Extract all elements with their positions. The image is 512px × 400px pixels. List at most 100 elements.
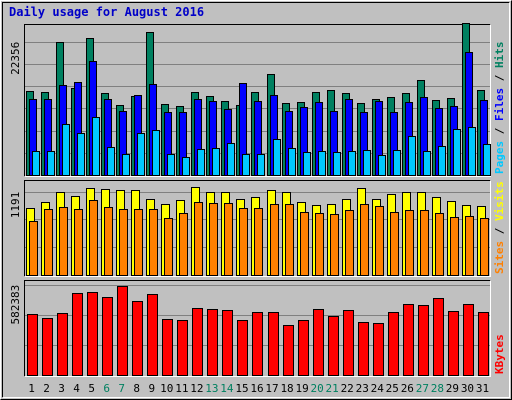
- bar-kbytes-day-3: [57, 313, 68, 376]
- x-tick-label-day-22: 22: [341, 382, 354, 395]
- bar-pages-day-29: [453, 129, 461, 176]
- bar-kbytes-day-2: [42, 318, 53, 376]
- bar-pages-day-4: [77, 133, 85, 176]
- bar-pages-day-7: [122, 154, 130, 176]
- plot-border-light: [24, 24, 491, 177]
- bar-pages-day-16: [257, 154, 265, 176]
- bar-kbytes-day-17: [268, 312, 279, 376]
- bar-kbytes-day-5: [87, 292, 98, 376]
- bar-pages-day-18: [288, 148, 296, 176]
- bar-sites-day-15: [239, 208, 248, 276]
- bar-pages-day-25: [393, 150, 401, 176]
- bar-pages-day-23: [363, 150, 371, 176]
- legend: KBytes: [493, 334, 506, 374]
- bar-pages-day-24: [378, 155, 386, 176]
- bar-kbytes-day-6: [102, 297, 113, 376]
- bar-sites-day-27: [420, 210, 429, 276]
- x-tick-label-day-23: 23: [356, 382, 369, 395]
- x-tick-label-day-31: 31: [476, 382, 489, 395]
- panel-kbytes: 582383 KBytes: [9, 280, 506, 377]
- bar-kbytes-day-27: [418, 305, 429, 376]
- x-tick-label-day-14: 14: [220, 382, 234, 395]
- bar-kbytes-day-21: [328, 316, 339, 376]
- bar-sites-day-26: [405, 210, 414, 276]
- x-tick-label-day-24: 24: [371, 382, 385, 395]
- bar-pages-day-15: [242, 154, 250, 176]
- x-tick-label-day-16: 16: [250, 382, 263, 395]
- legend-files: Files: [493, 88, 506, 121]
- x-tick-label-day-1: 1: [28, 382, 35, 395]
- panel-visits-sites: 1191 Sites / Visits: [9, 180, 506, 277]
- bar-pages-day-14: [227, 143, 235, 176]
- bar-sites-day-11: [179, 213, 188, 276]
- bar-kbytes-day-28: [433, 298, 444, 376]
- bar-pages-day-17: [273, 139, 281, 176]
- plot-border-light: [24, 180, 491, 277]
- x-tick-label-day-11: 11: [175, 382, 188, 395]
- legend-separator: /: [493, 121, 506, 141]
- plot-border-dark: [24, 180, 491, 277]
- bar-kbytes-day-4: [72, 293, 83, 376]
- legend-pages: Pages: [493, 141, 506, 174]
- bar-kbytes-day-24: [373, 323, 384, 376]
- bar-sites-day-30: [465, 216, 474, 276]
- bar-kbytes-day-22: [343, 310, 354, 376]
- bar-pages-day-3: [62, 124, 70, 176]
- x-tick-label-day-25: 25: [386, 382, 399, 395]
- bar-pages-day-26: [408, 136, 416, 176]
- bar-pages-day-8: [137, 133, 145, 176]
- legend: Sites / Visits: [493, 181, 506, 274]
- bar-kbytes-day-13: [207, 309, 218, 376]
- bar-sites-day-16: [254, 208, 263, 276]
- bar-pages-day-28: [438, 146, 446, 176]
- bar-kbytes-day-25: [388, 312, 399, 376]
- bar-sites-day-13: [209, 203, 218, 276]
- x-tick-label-day-5: 5: [88, 382, 95, 395]
- bar-sites-day-20: [315, 213, 324, 276]
- bar-kbytes-day-12: [192, 308, 203, 376]
- bar-pages-day-30: [468, 127, 476, 176]
- bar-pages-day-21: [333, 152, 341, 176]
- bar-pages-day-2: [47, 151, 55, 176]
- bar-sites-day-22: [345, 210, 354, 276]
- legend: Pages / Files / Hits: [493, 42, 506, 175]
- legend-hits: Hits: [493, 42, 506, 69]
- x-tick-label-day-8: 8: [133, 382, 140, 395]
- bar-kbytes-day-8: [132, 301, 143, 376]
- chart-title: Daily usage for August 2016: [9, 5, 205, 19]
- x-tick-label-day-29: 29: [446, 382, 459, 395]
- bar-sites-day-31: [480, 218, 489, 276]
- bar-kbytes-day-16: [252, 312, 263, 376]
- legend-separator: /: [493, 221, 506, 241]
- y-tick-label: 582383: [9, 285, 22, 325]
- x-tick-label-day-30: 30: [461, 382, 474, 395]
- bar-kbytes-day-14: [222, 310, 233, 376]
- plot-border-dark: [24, 280, 491, 377]
- bar-sites-day-29: [450, 217, 459, 276]
- x-tick-label-day-27: 27: [416, 382, 429, 395]
- x-tick-label-day-19: 19: [295, 382, 308, 395]
- bar-pages-day-20: [318, 151, 326, 176]
- x-tick-label-day-20: 20: [311, 382, 324, 395]
- x-tick-label-day-18: 18: [280, 382, 293, 395]
- bar-sites-day-21: [330, 214, 339, 276]
- x-tick-label-day-4: 4: [73, 382, 80, 395]
- bar-sites-day-24: [375, 206, 384, 276]
- bar-sites-day-1: [29, 221, 38, 276]
- bar-kbytes-day-18: [283, 325, 294, 376]
- bar-kbytes-day-23: [358, 322, 369, 376]
- bar-pages-day-1: [32, 151, 40, 176]
- bar-sites-day-19: [300, 212, 309, 276]
- bar-sites-day-6: [104, 207, 113, 276]
- bar-kbytes-day-7: [117, 286, 128, 376]
- bar-kbytes-day-29: [448, 311, 459, 376]
- bar-pages-day-22: [348, 151, 356, 176]
- legend-sites: Sites: [493, 241, 506, 274]
- bar-pages-day-9: [152, 130, 160, 176]
- bar-pages-day-13: [212, 148, 220, 176]
- x-tick-label-day-2: 2: [43, 382, 50, 395]
